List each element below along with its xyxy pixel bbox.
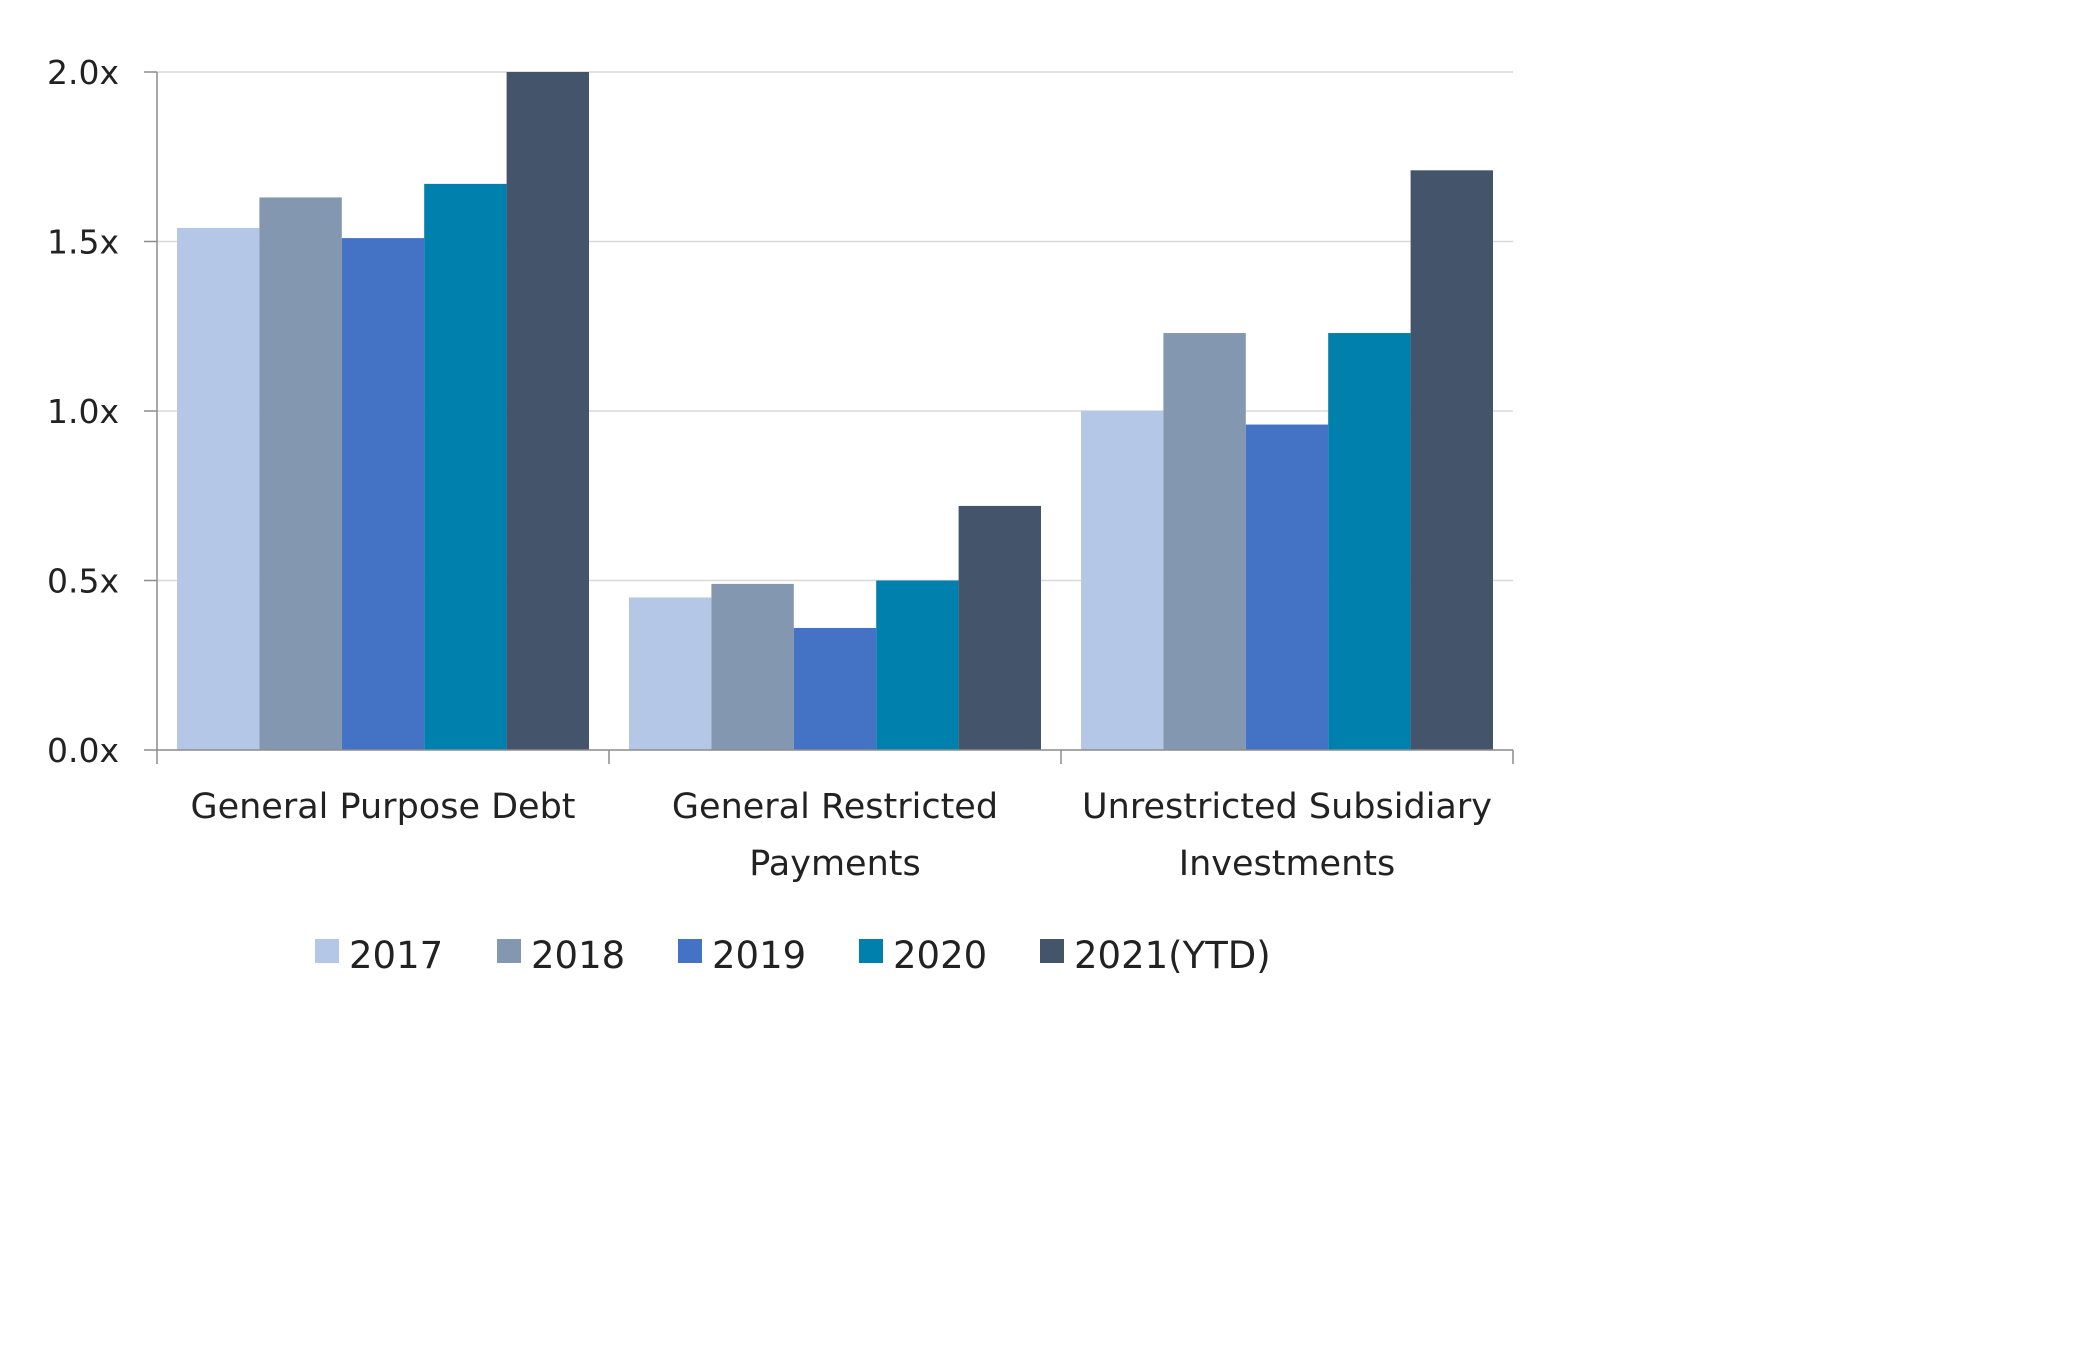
legend-label: 2020 [893,934,987,977]
bar-2019-1 [341,238,425,751]
legend-swatch [678,939,702,963]
bar-2019-2 [793,627,877,750]
bar-2020-1 [424,183,507,750]
category-label: General Restricted [672,787,998,827]
legend-label: 2021(YTD) [1074,934,1271,977]
category-label: Unrestricted Subsidiary [1082,787,1492,827]
legend: 2017 2018 2019 2020 2021(YTD) [315,934,1271,977]
y-tick-label: 2.0x [47,53,119,92]
legend-swatch [859,939,883,963]
category-label: Payments [749,844,920,884]
legend-swatch [315,939,339,963]
legend-label: 2018 [531,934,625,977]
y-tick-label: 0.0x [47,731,119,770]
bars [177,72,1493,751]
y-tick-label: 0.5x [47,562,119,601]
y-tick-label: 1.5x [47,223,119,262]
bar-2019-3 [1245,424,1329,750]
bar-2020-2 [876,580,959,750]
bar-2018-2 [711,583,794,750]
bar-2017-3 [1081,411,1164,750]
legend-label: 2019 [712,934,806,977]
y-axis-ticks: 0.0x 0.5x 1.0x 1.5x 2.0x [47,53,157,770]
x-axis-categories: General Purpose Debt General Restricted Pa… [190,787,1492,884]
bar-2017-2 [629,597,712,750]
legend-label: 2017 [349,934,443,977]
bar-2018-1 [259,197,342,750]
bar-chart: 0.0x 0.5x 1.0x 1.5x 2.0x General Purpose Deb… [47,53,1514,977]
bar-2021-ytd-2 [958,505,1041,750]
legend-swatch [1040,939,1064,963]
category-label: Investments [1179,844,1395,884]
bar-2021-ytd-1 [506,72,589,750]
bar-2020-3 [1328,333,1411,750]
legend-swatch [497,939,521,963]
y-tick-label: 1.0x [47,392,119,431]
bar-2017-1 [177,227,260,750]
category-label: General Purpose Debt [190,787,575,827]
bar-2021-ytd-3 [1410,170,1493,750]
bar-2018-3 [1163,333,1246,750]
